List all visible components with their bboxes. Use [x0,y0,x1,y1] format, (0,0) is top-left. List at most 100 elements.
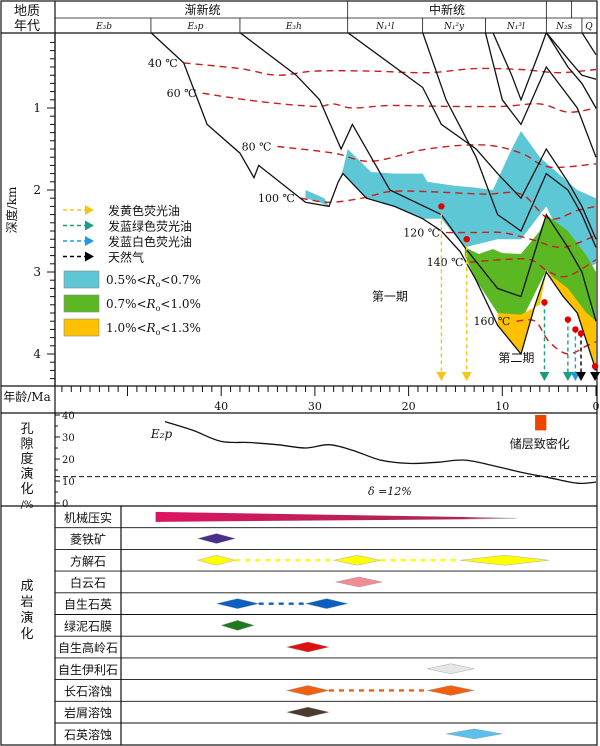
porosity-axis-label-char: 孔 [20,422,33,437]
maturity-zone [305,131,596,272]
stratigraphy-header: 地质 年代 渐新统 中新统 E₃b E₃p E₃h N₁¹l N₁²y N₁³l N₂s Q [14,1,593,34]
porosity-threshold-label: δ =12% [368,485,412,498]
isotherm-label: 100 ℃ [258,192,295,205]
formation-label: E₃h [285,22,302,32]
legend-zone-var: R [146,273,156,287]
porosity-tick-label: 20 [62,455,75,466]
diagenesis-row-label: 自生高岭石 [58,640,118,655]
tight-reservoir-label: 储层致密化 [510,436,570,451]
maturity-zones [305,131,596,371]
burial-curve [150,33,597,371]
diagenesis-section-label-char: 演 [20,610,33,626]
age-tick-label: 0 [593,400,600,413]
legend-arrow-head [85,236,94,246]
formation-label: N₁³l [506,22,525,32]
epoch-label: 渐新统 [184,2,220,17]
legend-zone-post: <1.3% [160,321,201,335]
diagenesis-diamond [196,555,237,566]
legend-zone-sub: o [156,304,161,313]
legend-arrow-label: 发黄色荧光油 [108,203,180,218]
burial-curve [484,33,597,158]
diagenesis-diamond [333,555,381,566]
diagenesis-diamond [286,706,330,718]
burial-clip-group [150,33,597,371]
formation-label: N₁¹l [375,22,394,32]
iso-clip-group [183,62,597,355]
period-annotation: 第一期 [372,290,408,304]
depth-tick-label: 3 [33,265,41,279]
porosity-axis-label-char: 化 [20,482,33,497]
legend-zone-pre: 0.7%< [106,297,147,311]
diagenesis-row-label: 自生石英 [64,598,112,612]
diagenesis-diamond [305,598,348,609]
porosity-tick-label: 0 [62,499,68,510]
charge-point [591,363,599,370]
formation-label: E₃b [95,22,112,32]
charge-arrow-head [576,372,587,381]
charge-point [463,236,470,243]
diagenesis-diamond [220,620,255,631]
diagenesis-section-label-char: 岩 [20,595,33,610]
isotherm-label: 60 ℃ [167,87,197,100]
charge-arrow-head [539,372,550,381]
depth-tick-label: 4 [33,347,41,361]
formation-label: Q [585,22,593,32]
diagenesis-row-label: 白云石 [70,575,106,590]
porosity-tick-label: 40 [62,411,75,422]
diagenesis-diamond [460,555,550,566]
isotherm-line [300,190,597,220]
tight-reservoir-marker [535,415,547,431]
maturity-zone [464,214,596,330]
diagenesis-diamond [286,685,330,696]
charge-arrow-head [590,372,600,381]
burial-curve [422,33,597,248]
legend-arrow-label: 发蓝白色荧光油 [108,234,192,249]
burial-curve [492,33,597,109]
age-tick-label: 20 [402,400,416,413]
isotherm-label: 40 ℃ [148,57,178,70]
epoch-label: 中新统 [429,2,465,17]
legend-arrow-head [85,251,94,262]
legend-zone-sub: o [156,328,161,337]
diagenesis-row-label: 自生伊利石 [58,663,118,677]
legend-arrow-head [85,220,94,231]
isotherms: 40 ℃ 60 ℃ 80 ℃ 100 ℃ 120 ℃ 140 ℃ 160 ℃ [148,57,597,355]
diagenesis-row-label: 绿泥石膜 [64,618,112,633]
legend-zone-post: <0.7% [160,273,201,287]
diagenesis-diamond [196,533,237,544]
depth-tick-label: 1 [33,101,41,115]
header-label-line1: 地质 [14,4,40,19]
period-annotation: 第二期 [498,351,534,365]
legend: 发黄色荧光油发蓝绿色荧光油发蓝白色荧光油天然气0.5%<Ro<0.7%0.7%<… [63,203,201,337]
compaction-wedge [155,511,517,522]
porosity-axis-label-char: 演 [20,466,33,482]
diagenesis-section-label-char: 化 [20,627,33,642]
legend-zone-swatch [63,318,100,337]
maturity-zone [497,272,596,371]
legend-zone-var: R [146,321,156,335]
charge-arrow-head [461,372,472,381]
porosity-tick-label: 30 [62,433,75,444]
legend-zone-label: 0.7%<Ro<1.0% [106,297,201,313]
burial-curve [545,33,597,80]
depth-axis-label: 深度/km [4,186,19,233]
isotherm-label: 80 ℃ [242,141,272,154]
formation-label: E₃p [186,22,203,32]
legend-arrow-label: 发蓝绿色荧光油 [108,219,192,234]
zones-clip-group [305,131,596,371]
isotherm-line [469,258,597,278]
diagenesis-row-label: 岩屑溶蚀 [64,705,112,720]
diagenesis-section-label-char: 成 [20,579,33,594]
legend-arrow-head [85,205,94,215]
charge-point [577,330,585,337]
legend-zone-label: 1.0%<Ro<1.3% [106,321,201,337]
porosity-tick-label: 10 [62,477,75,488]
depth-tick-label: 2 [33,183,41,197]
legend-zone-swatch [63,294,100,313]
legend-zone-pre: 1.0%< [106,321,147,335]
